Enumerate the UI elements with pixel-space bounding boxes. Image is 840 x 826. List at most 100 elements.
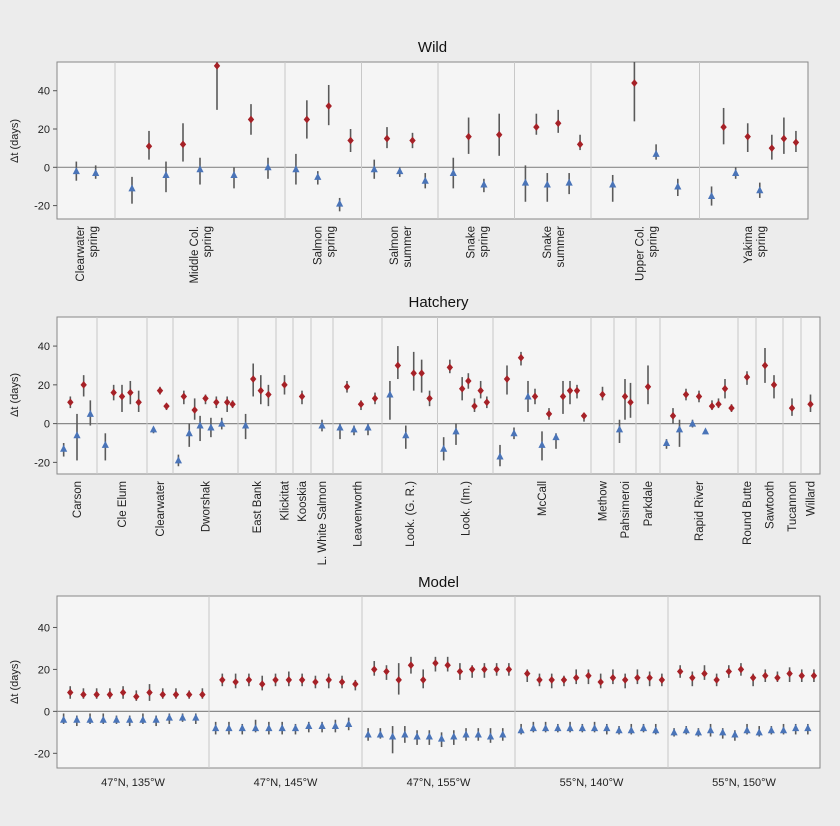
group-label: Round Butte bbox=[742, 481, 754, 545]
group-label: Snakesummer bbox=[542, 226, 567, 268]
red-point bbox=[247, 115, 255, 124]
red-point bbox=[229, 400, 236, 409]
blue-point bbox=[627, 726, 635, 734]
blue-point bbox=[554, 724, 562, 732]
red-point bbox=[371, 665, 378, 674]
red-point bbox=[223, 398, 231, 407]
blue-point bbox=[517, 726, 525, 734]
red-point bbox=[191, 406, 198, 414]
red-point bbox=[298, 392, 306, 401]
y-tick-label: 0 bbox=[44, 706, 50, 718]
blue-point bbox=[364, 423, 372, 431]
red-point bbox=[531, 392, 539, 401]
red-point bbox=[338, 678, 346, 686]
plot-area bbox=[56, 595, 821, 769]
red-point bbox=[410, 369, 417, 378]
blue-point bbox=[92, 169, 100, 177]
red-point bbox=[560, 676, 568, 684]
red-point bbox=[555, 119, 562, 128]
group-label: 47°N, 155°W bbox=[407, 777, 471, 789]
red-point bbox=[67, 398, 74, 407]
red-point bbox=[788, 404, 796, 412]
red-point bbox=[110, 388, 117, 397]
blue-point bbox=[386, 390, 394, 398]
blue-point bbox=[60, 444, 68, 452]
blue-point bbox=[449, 169, 457, 177]
blue-point bbox=[552, 433, 560, 441]
red-point bbox=[458, 384, 466, 393]
red-point bbox=[185, 690, 193, 699]
blue-point bbox=[743, 726, 751, 734]
chart-title: Hatchery bbox=[408, 294, 469, 311]
red-point bbox=[621, 392, 629, 401]
blue-point bbox=[139, 715, 147, 723]
red-point bbox=[493, 665, 500, 674]
red-point bbox=[725, 667, 732, 676]
red-point bbox=[780, 134, 788, 143]
group-label: Upper Col.spring bbox=[634, 226, 659, 281]
y-tick-label: 0 bbox=[44, 162, 50, 174]
blue-point bbox=[701, 427, 710, 435]
red-point bbox=[106, 690, 114, 699]
red-point bbox=[737, 665, 745, 674]
y-tick-label: 40 bbox=[38, 86, 50, 98]
red-point bbox=[343, 382, 351, 391]
red-point bbox=[245, 676, 253, 684]
group-label: Look. (G. R.) bbox=[405, 481, 417, 547]
group-label: Yakimaspring bbox=[743, 225, 768, 263]
blue-point bbox=[440, 444, 448, 452]
blue-point bbox=[401, 730, 409, 738]
blue-point bbox=[510, 429, 518, 437]
blue-point bbox=[615, 726, 623, 734]
red-point bbox=[409, 136, 416, 145]
blue-point bbox=[265, 724, 273, 732]
red-point bbox=[426, 394, 433, 403]
red-point bbox=[383, 134, 391, 143]
red-point bbox=[762, 671, 769, 680]
blue-point bbox=[178, 713, 187, 721]
blue-point bbox=[767, 726, 775, 734]
red-point bbox=[566, 386, 574, 395]
blue-point bbox=[675, 425, 684, 433]
blue-point bbox=[305, 722, 313, 730]
red-point bbox=[465, 377, 472, 385]
blue-point bbox=[706, 726, 715, 734]
red-point bbox=[713, 676, 720, 684]
red-point bbox=[259, 680, 266, 688]
red-point bbox=[80, 381, 87, 389]
blue-point bbox=[336, 199, 344, 207]
y-axis-label: Δt (days) bbox=[9, 373, 21, 417]
blue-point bbox=[609, 180, 617, 188]
red-point bbox=[720, 123, 727, 131]
red-point bbox=[644, 382, 652, 391]
plot-area bbox=[56, 61, 809, 220]
red-point bbox=[701, 669, 708, 678]
blue-point bbox=[452, 427, 460, 435]
red-point bbox=[232, 678, 239, 686]
blue-point bbox=[682, 726, 690, 734]
blue-point bbox=[499, 730, 507, 738]
group-label: Sawtooth bbox=[765, 481, 777, 529]
blue-point bbox=[615, 425, 624, 433]
red-point bbox=[609, 674, 617, 682]
red-point bbox=[257, 386, 264, 395]
red-point bbox=[810, 671, 818, 680]
red-point bbox=[468, 665, 476, 674]
red-point bbox=[621, 676, 629, 684]
red-point bbox=[471, 402, 478, 410]
blue-point bbox=[196, 421, 204, 429]
y-tick-label: 20 bbox=[38, 664, 50, 676]
red-point bbox=[715, 400, 722, 409]
red-point bbox=[418, 369, 425, 378]
blue-point bbox=[238, 724, 246, 732]
blue-point bbox=[291, 724, 300, 732]
blue-point bbox=[196, 165, 204, 173]
blue-point bbox=[590, 724, 599, 732]
group-label: Willard bbox=[806, 481, 818, 516]
red-point bbox=[481, 665, 488, 674]
chart-hatchery: Hatchery -20 0 20 40 Δt (days) Carson Cle Elum C… bbox=[9, 294, 821, 565]
blue-point bbox=[437, 734, 446, 742]
red-point bbox=[312, 678, 319, 686]
blue-point bbox=[792, 724, 800, 732]
